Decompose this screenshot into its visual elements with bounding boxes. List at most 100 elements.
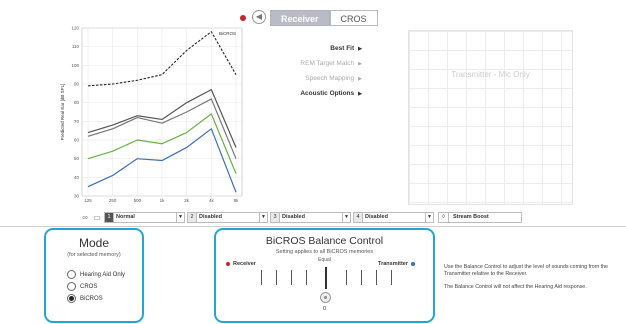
bicros-label: BiCROS — [80, 295, 103, 302]
memory-3-select[interactable]: 3 Disabled ▼ — [270, 212, 351, 223]
transmitter-dot — [411, 262, 415, 266]
x-ticks: 125 250 500 1k 2k 4k 8k — [84, 198, 239, 203]
mode-subtitle: (for selected memory) — [67, 252, 121, 258]
y-axis-label: Predicted Real Ear [dB SPL] — [60, 84, 65, 141]
balance-panel: BiCROS Balance Control Setting applies t… — [214, 228, 435, 323]
memory-2-label: Disabled — [199, 214, 222, 220]
y-tick-label: 50 — [74, 156, 80, 161]
chevron-down-icon[interactable]: ▼ — [342, 213, 350, 222]
memory-3-label: Disabled — [282, 214, 305, 220]
balance-info: Use the Balance Control to adjust the le… — [444, 264, 624, 297]
stream-icon: ◊ — [439, 213, 449, 222]
mode-option-hearing-aid-only[interactable]: Hearing Aid Only — [67, 270, 125, 279]
cros-label: CROS — [80, 283, 98, 290]
tab-cros[interactable]: CROS — [329, 10, 378, 26]
mode-option-cros[interactable]: CROS — [67, 282, 97, 291]
y-tick-label: 40 — [74, 175, 80, 180]
memory-2-select[interactable]: 2 Disabled ▼ — [187, 212, 268, 223]
y-tick-label: 90 — [74, 82, 80, 87]
rem-target-label: REM Target Match — [300, 60, 355, 67]
acoustic-options-label: Acoustic Options — [300, 90, 355, 97]
acoustic-options-item[interactable]: Acoustic Options ▶ — [282, 86, 362, 101]
y-tick-label: 110 — [72, 44, 80, 49]
chevron-down-icon[interactable]: ▼ — [176, 213, 184, 222]
balance-center-tick[interactable] — [325, 267, 327, 289]
arrow-right-icon: ▶ — [358, 76, 362, 82]
memory-1-label: Normal — [116, 214, 135, 220]
y-tick-label: 80 — [74, 100, 80, 105]
x-tick-label: 125 — [84, 198, 92, 203]
balance-tick[interactable] — [346, 270, 347, 285]
balance-value: 0 — [322, 306, 327, 312]
x-tick-label: 2k — [184, 198, 190, 203]
memory-4-select[interactable]: 4 Disabled ▼ — [353, 212, 434, 223]
balance-tick[interactable] — [291, 270, 292, 285]
hearing-aid-only-label: Hearing Aid Only — [80, 271, 126, 278]
balance-slider-knob[interactable] — [320, 292, 331, 303]
stream-boost-button[interactable]: ◊ Stream Boost — [438, 212, 522, 223]
divider — [0, 226, 626, 227]
radio-hearing-aid-only[interactable] — [67, 270, 76, 279]
tab-receiver[interactable]: Receiver — [270, 10, 330, 26]
speech-mapping-item[interactable]: Speech Mapping ▶ — [282, 71, 362, 86]
series-line-3 — [87, 98, 237, 159]
mode-panel: Mode (for selected memory) Hearing Aid O… — [44, 228, 144, 323]
chevron-down-icon[interactable]: ▼ — [425, 213, 433, 222]
arrow-right-icon: ▶ — [358, 61, 362, 67]
memory-1-number: 1 — [105, 213, 114, 222]
series-line-2 — [87, 88, 237, 148]
arrow-right-icon: ▶ — [358, 91, 362, 97]
memory-bar: ∞ ▭ 1 Normal ▼ 2 Disabled ▼ 3 Disabled ▼… — [80, 211, 522, 224]
balance-tick[interactable] — [306, 270, 307, 285]
receiver-label: Receiver — [233, 261, 256, 267]
balance-tick[interactable] — [261, 270, 262, 285]
balance-title: BiCROS Balance Control — [265, 235, 384, 247]
receiver-dot — [226, 262, 230, 266]
link-icon[interactable]: ∞ — [82, 213, 88, 222]
side-tabs: Receiver CROS — [270, 10, 378, 26]
memory-2-number: 2 — [188, 213, 197, 222]
x-tick-label: 500 — [134, 198, 142, 203]
arrow-right-icon: ▶ — [358, 46, 362, 52]
chevron-down-icon[interactable]: ▼ — [259, 213, 267, 222]
series-line-5 — [87, 128, 237, 193]
balance-tick[interactable] — [361, 270, 362, 285]
equal-label: Equal — [318, 257, 331, 263]
y-tick-label: 30 — [74, 194, 80, 199]
balance-subtitle: Setting applies to all BiCROS memories — [275, 249, 374, 255]
memory-4-label: Disabled — [365, 214, 388, 220]
memory-1-select[interactable]: 1 Normal ▼ — [104, 212, 185, 223]
memory-4-number: 4 — [354, 213, 363, 222]
series-line-4 — [87, 113, 237, 174]
info-line-1: Use the Balance Control to adjust the le… — [444, 264, 608, 277]
series-line-1 — [87, 31, 237, 87]
y-ticks: 30 40 50 60 70 80 90 100 110 120 — [71, 26, 79, 199]
fitting-area: ◀ Receiver CROS 30 40 50 60 70 80 90 100 110 120 … — [60, 10, 573, 205]
grid — [82, 27, 242, 197]
best-fit-item[interactable]: Best Fit ▶ — [282, 41, 362, 56]
best-fit-label: Best Fit — [330, 45, 355, 52]
comment-icon[interactable]: ▭ — [93, 213, 101, 222]
balance-tick[interactable] — [391, 270, 392, 285]
chart-title: BiCROS — [219, 31, 236, 36]
y-tick-label: 60 — [74, 138, 80, 143]
fit-menu: Best Fit ▶ REM Target Match ▶ Speech Mappi… — [282, 41, 362, 101]
record-indicator — [240, 15, 246, 21]
response-chart: 30 40 50 60 70 80 90 100 110 120 125 250 500 1k 2k 4k 8… — [60, 26, 243, 203]
y-tick-label: 100 — [71, 63, 79, 68]
mode-title: Mode — [78, 236, 110, 250]
balance-tick[interactable] — [276, 270, 277, 285]
rem-target-item[interactable]: REM Target Match ▶ — [282, 56, 362, 71]
mode-option-bicros[interactable]: BiCROS — [67, 294, 103, 303]
receiver-side: Receiver — [226, 261, 256, 267]
radio-bicros[interactable] — [67, 294, 76, 303]
radio-cros[interactable] — [67, 282, 76, 291]
balance-tick[interactable] — [376, 270, 377, 285]
info-line-2: The Balance Control will not affect the … — [444, 284, 587, 290]
speaker-icon[interactable]: ◀ — [252, 10, 266, 24]
transmitter-side-label: Transmitter — [378, 261, 408, 267]
x-tick-label: 4k — [209, 198, 215, 203]
series-group — [87, 31, 237, 193]
x-tick-label: 8k — [234, 198, 240, 203]
memory-3-number: 3 — [271, 213, 280, 222]
